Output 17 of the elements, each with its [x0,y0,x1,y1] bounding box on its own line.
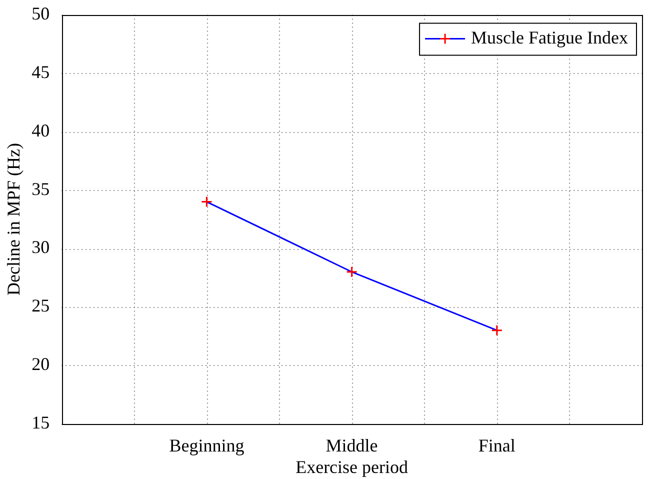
y-tick-label: 35 [32,178,50,199]
x-axis-title: Exercise period [296,456,408,477]
y-tick-label: 15 [32,412,50,433]
x-tick-label: Beginning [169,435,244,456]
x-tick-label: Final [478,435,516,456]
y-tick-label: 50 [32,4,50,24]
y-tick-label: 30 [32,237,50,258]
y-tick-label: 20 [32,354,50,374]
point [200,196,212,208]
x-tick-label: Middle [326,435,378,456]
y-tick-label: 45 [32,62,50,82]
y-tick-label: 40 [32,120,50,140]
y-axis-title: Decline in MPF (Hz) [4,143,24,296]
point [491,324,503,336]
point [346,266,358,278]
y-tick-label: 25 [32,296,50,316]
legend-label: Muscle Fatigue Index [471,28,628,48]
